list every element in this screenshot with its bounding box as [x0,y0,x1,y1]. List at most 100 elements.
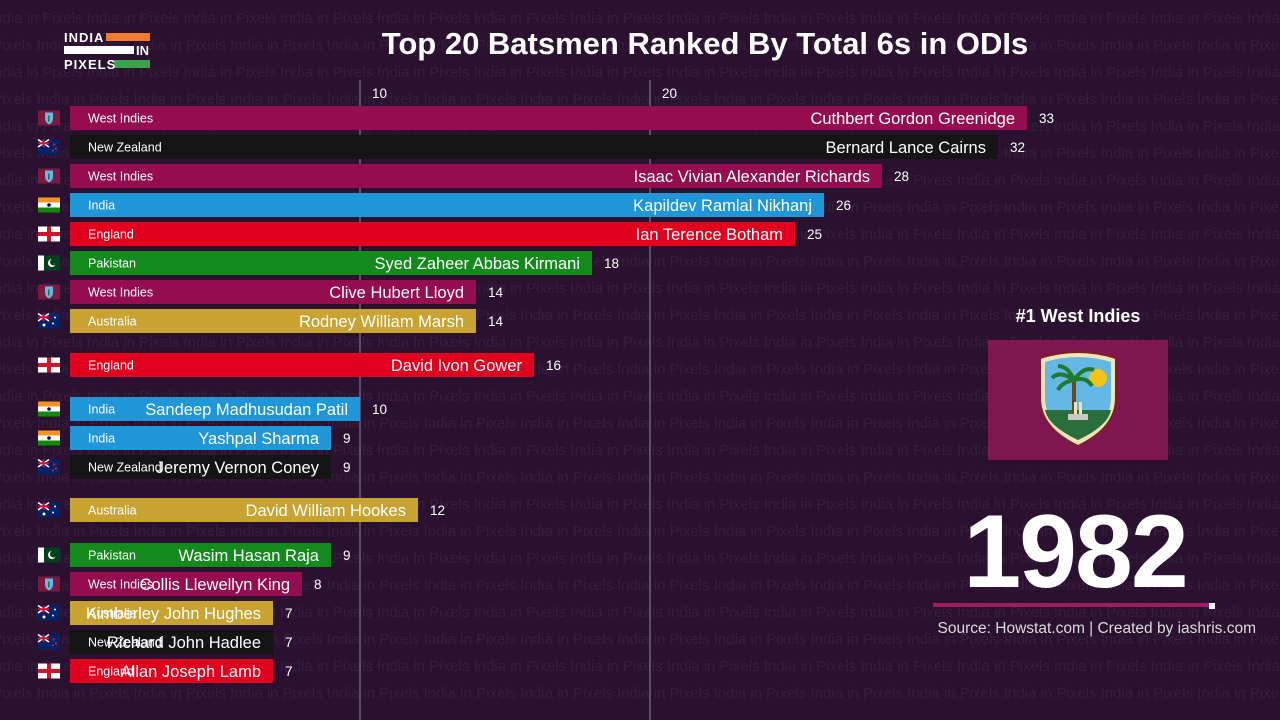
flag-australia-icon-part [42,615,46,619]
flag-india-icon [38,197,60,213]
flag-pakistan-icon-part [38,547,44,563]
flag-england-icon-part [38,363,60,367]
bar-value-label: 26 [836,198,851,213]
flag-india-icon-part [47,436,51,440]
flag-new-zealand-icon-part [52,143,56,146]
bar-value-label: 25 [807,227,822,242]
flag-new-zealand-icon [37,633,60,650]
bar-name-label: Yashpal Sharma [198,430,320,448]
flag-australia-icon [37,312,60,329]
x-tick-label: 10 [372,86,387,101]
bar-rodney-william-marsh [70,309,476,333]
flag-india-icon [38,401,60,417]
logo-white-stripe [64,46,134,54]
bar-value-label: 32 [1010,140,1025,155]
bar-value-label: 8 [314,577,322,592]
flag-west-indies-icon [38,284,60,300]
bar-value-label: 18 [604,256,619,271]
logo-text-in: IN [136,43,149,58]
bar-value-label: 9 [343,431,351,446]
flag-india-icon-part [38,440,60,446]
flag-india-icon-part [38,401,60,407]
bar-name-label: David Ivon Gower [391,357,523,375]
flag-new-zealand-icon [37,458,60,475]
bar-value-label: 7 [285,664,293,679]
flag-pakistan-icon [38,547,60,563]
year-progress-bar [933,603,1215,609]
bar-country-label: India [88,432,115,446]
bar-country-label: West Indies [88,112,153,126]
flag-pakistan-icon [38,255,60,271]
bar-country-label: New Zealand [88,461,162,475]
flag-india-icon [38,430,60,446]
bar-value-label: 7 [285,606,293,621]
bar-isaac-vivian-alexander-richards [70,164,882,188]
flag-pakistan-icon-part [50,258,57,266]
flag-new-zealand-icon-part [54,147,58,150]
bar-country-label: India [88,199,115,213]
flag-india-icon-part [47,203,51,207]
bar-name-label: Bernard Lance Cairns [825,139,986,157]
bar-david-ivon-gower [70,353,534,377]
bar-country-label: England [88,665,134,679]
bar-country-label: England [88,228,134,242]
bar-country-label: Pakistan [88,257,136,271]
flag-west-indies-icon [38,576,60,592]
bar-value-label: 28 [894,169,909,184]
flag-west-indies-icon-part [48,289,50,296]
flag-west-indies-icon-part [48,173,50,180]
bar-ian-terence-botham [70,222,795,246]
flag-australia-icon-part [52,614,54,617]
flag-west-indies-icon [38,168,60,184]
bar-name-label: Isaac Vivian Alexander Richards [634,168,870,186]
flag-australia-icon [37,604,60,621]
flag-australia-icon-part [42,323,46,327]
flag-england-icon [38,663,60,679]
bar-country-label: Pakistan [88,549,136,563]
flag-india-icon-part [38,207,60,213]
bar-value-label: 14 [488,285,504,300]
india-in-pixels-logo: INDIA IN PIXELS [62,30,154,72]
bar-country-label: England [88,359,134,373]
flag-australia-icon-part [38,316,49,319]
flag-england-icon-part [38,669,60,673]
flag-india-icon-part [38,430,60,436]
flag-india-icon-part [47,407,51,411]
flag-new-zealand-icon-part [51,644,55,647]
bar-value-label: 9 [343,548,351,563]
flag-new-zealand-icon-part [38,462,49,465]
leader-label: #1 West Indies [1015,306,1141,326]
flag-australia-icon-part [54,608,56,611]
year-display: 1982 [963,494,1188,610]
flag-australia-icon-part [52,511,54,514]
flag-new-zealand-icon-part [51,149,55,152]
bar-name-label: Wasim Hasan Raja [178,547,319,565]
bar-cuthbert-gordon-greenidge [70,106,1027,130]
logo-orange-stripe [106,33,150,41]
bar-value-label: 33 [1039,111,1054,126]
bar-country-label: Australia [88,504,137,518]
bar-name-label: Syed Zaheer Abbas Kirmani [375,255,580,273]
bar-country-label: West Indies [88,170,153,184]
flag-pakistan-icon-part [38,255,44,271]
flag-australia-icon-part [38,608,49,611]
flag-england-icon-part [38,232,60,236]
bar-kapildev-ramlal-nikhanj [70,193,824,217]
bar-name-label: Collis Llewellyn King [140,576,290,594]
bar-name-label: Jeremy Vernon Coney [156,459,320,477]
bar-david-william-hookes [70,498,418,522]
flag-new-zealand-icon-part [38,142,49,145]
bar-name-label: Richard John Hadlee [107,634,261,652]
flag-west-indies-icon-part [48,115,50,122]
logo-green-stripe [114,60,150,68]
bar-allan-joseph-lamb [70,659,273,683]
bar-clive-hubert-lloyd [70,280,476,304]
bar-name-label: Cuthbert Gordon Greenidge [810,110,1015,128]
bar-richard-john-hadlee [70,630,273,654]
flag-england-icon [38,226,60,242]
bar-country-label: Australia [88,607,137,621]
flag-new-zealand-icon-part [52,463,56,466]
bar-sandeep-madhusudan-patil [70,397,360,421]
bar-name-label: Rodney William Marsh [299,313,464,331]
